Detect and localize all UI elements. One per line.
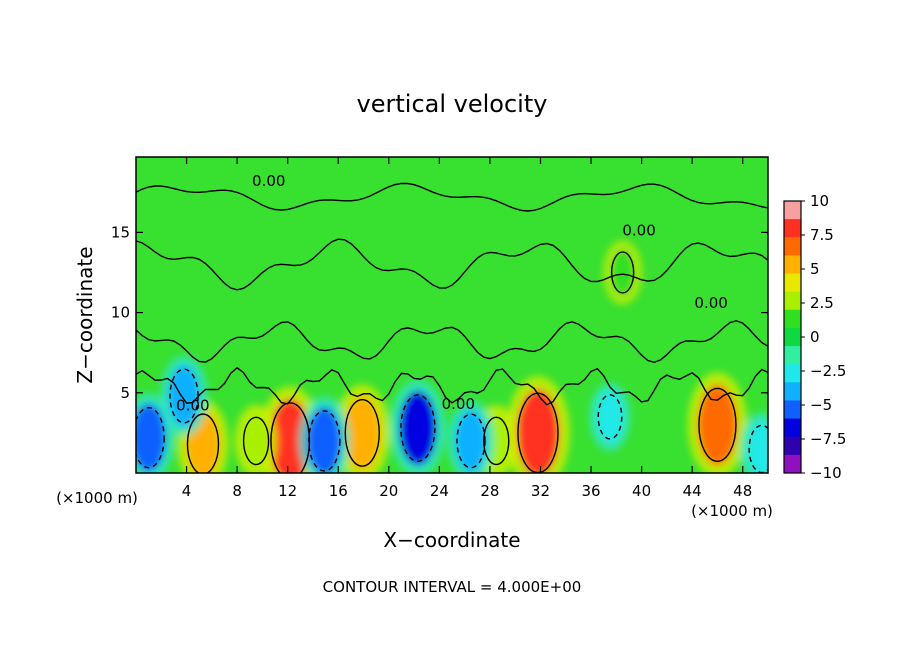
colorbar-segment <box>784 309 801 329</box>
y-tick-label: 15 <box>111 223 130 241</box>
colorbar-segment <box>784 237 801 256</box>
dashed-contour <box>308 410 341 472</box>
x-tick-label: 16 <box>329 482 348 500</box>
dashed-contour <box>597 394 623 440</box>
x-tick-label: 20 <box>379 482 398 500</box>
updraft-core <box>609 248 636 297</box>
downdraft-core <box>455 410 487 472</box>
colorbar-segment <box>784 454 801 474</box>
x-unit-left: (×1000 m) <box>56 489 138 507</box>
colorbar-tick-label: −7.5 <box>810 430 846 448</box>
updraft-core <box>697 384 738 466</box>
colorbar-segment <box>784 382 801 401</box>
colorbar-segment <box>784 291 801 311</box>
colorbar-segment <box>784 273 801 293</box>
x-tick-label: 32 <box>531 482 550 500</box>
colorbar-tick-label: 10 <box>810 192 829 210</box>
x-tick-label: 8 <box>232 482 242 500</box>
colorbar-segment <box>784 255 801 275</box>
dashed-contour <box>169 368 199 424</box>
downdraft-core <box>747 421 768 473</box>
colorbar-tick-label: −2.5 <box>810 362 846 380</box>
colorbar-segment <box>784 436 801 456</box>
colorbar-segment <box>784 219 801 238</box>
dashed-contour <box>456 413 486 469</box>
downdraft-core <box>136 403 166 472</box>
contour-interval-note: CONTOUR INTERVAL = 4.000E+00 <box>323 578 582 596</box>
colorbar-segment <box>784 364 801 383</box>
contour-label: 0.00 <box>252 172 285 190</box>
contour-line <box>344 398 380 467</box>
dashed-contour <box>400 394 436 462</box>
contour-label: 0.00 <box>176 396 209 414</box>
zero-contour <box>136 320 768 364</box>
downdraft-core <box>307 406 342 473</box>
chart-title: vertical velocity <box>357 90 548 118</box>
contour-label: 0.00 <box>622 222 655 240</box>
contour-line <box>242 416 270 466</box>
plot-area <box>136 157 768 473</box>
contour-line <box>610 251 635 294</box>
colorbar-tick-label: 2.5 <box>810 294 834 312</box>
dashed-contour <box>136 407 165 469</box>
updraft-core <box>516 389 560 473</box>
zero-contour <box>136 182 768 212</box>
x-tick-label: 44 <box>683 482 702 500</box>
colorbar-tick-label: 7.5 <box>810 226 834 244</box>
contour-label: 0.00 <box>442 395 475 413</box>
contour-line <box>186 413 220 473</box>
contour-line <box>698 387 737 462</box>
colorbar <box>783 200 802 474</box>
colorbar-segment <box>784 346 801 365</box>
x-tick-label: 12 <box>278 482 297 500</box>
x-tick-label: 48 <box>733 482 752 500</box>
x-unit-right: (×1000 m) <box>691 502 773 520</box>
y-axis-label: Z−coordinate <box>73 246 97 383</box>
colorbar-tick-label: −5 <box>810 396 832 414</box>
contour-line <box>483 416 510 466</box>
plot-frame <box>135 156 769 474</box>
colorbar-segment <box>784 418 801 438</box>
updraft-core <box>241 413 271 469</box>
x-axis-label: X−coordinate <box>383 528 520 552</box>
colorbar-segment <box>784 400 801 420</box>
zero-contour <box>136 366 768 406</box>
zero-contour <box>136 238 768 291</box>
x-tick-label: 24 <box>430 482 449 500</box>
colorbar-tick-label: −10 <box>810 464 842 482</box>
x-tick-label: 28 <box>480 482 499 500</box>
updraft-core <box>343 395 381 471</box>
contour-label: 0.00 <box>694 294 727 312</box>
colorbar-segment <box>784 327 801 347</box>
y-tick-label: 10 <box>111 304 130 322</box>
x-tick-label: 40 <box>632 482 651 500</box>
downdraft-core <box>596 390 624 443</box>
colorbar-tick-label: 5 <box>810 260 820 278</box>
downdraft-core <box>399 390 437 466</box>
downdraft-core <box>168 365 200 427</box>
colorbar-segment <box>784 201 801 220</box>
y-tick-label: 5 <box>120 384 130 402</box>
x-tick-label: 4 <box>182 482 192 500</box>
x-tick-label: 36 <box>581 482 600 500</box>
colorbar-tick-label: 0 <box>810 328 820 346</box>
